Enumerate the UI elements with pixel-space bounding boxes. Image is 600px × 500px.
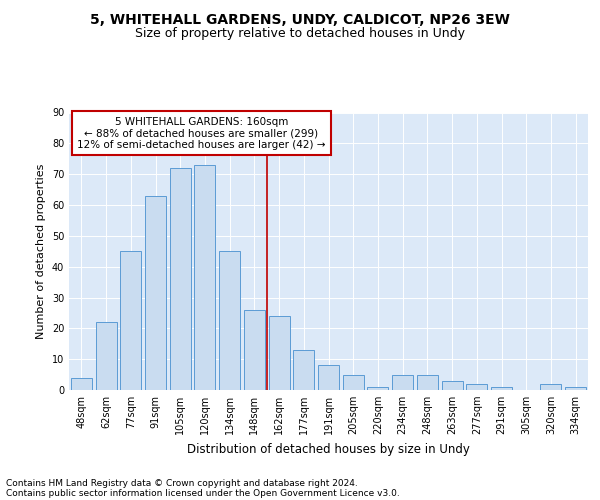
Bar (367, 387, 388, 390)
Text: 5 WHITEHALL GARDENS: 160sqm
← 88% of detached houses are smaller (299)
12% of se: 5 WHITEHALL GARDENS: 160sqm ← 88% of det… (77, 116, 326, 150)
Bar (293, 350, 314, 390)
Bar (269, 316, 290, 390)
Bar (417, 374, 438, 390)
Text: Contains HM Land Registry data © Crown copyright and database right 2024.: Contains HM Land Registry data © Crown c… (6, 478, 358, 488)
Bar (318, 366, 339, 390)
Text: Contains public sector information licensed under the Open Government Licence v3: Contains public sector information licen… (6, 488, 400, 498)
Bar (95, 322, 116, 390)
Bar (244, 310, 265, 390)
Bar (120, 251, 141, 390)
Bar (541, 384, 562, 390)
Y-axis label: Number of detached properties: Number of detached properties (36, 164, 46, 339)
Bar (343, 374, 364, 390)
Bar (466, 384, 487, 390)
Bar (170, 168, 191, 390)
Text: Size of property relative to detached houses in Undy: Size of property relative to detached ho… (135, 28, 465, 40)
Bar (219, 251, 240, 390)
Bar (71, 378, 92, 390)
Bar (491, 387, 512, 390)
Bar (392, 374, 413, 390)
Text: 5, WHITEHALL GARDENS, UNDY, CALDICOT, NP26 3EW: 5, WHITEHALL GARDENS, UNDY, CALDICOT, NP… (90, 12, 510, 26)
Bar (442, 381, 463, 390)
Bar (145, 196, 166, 390)
X-axis label: Distribution of detached houses by size in Undy: Distribution of detached houses by size … (187, 442, 470, 456)
Bar (194, 165, 215, 390)
Bar (565, 387, 586, 390)
